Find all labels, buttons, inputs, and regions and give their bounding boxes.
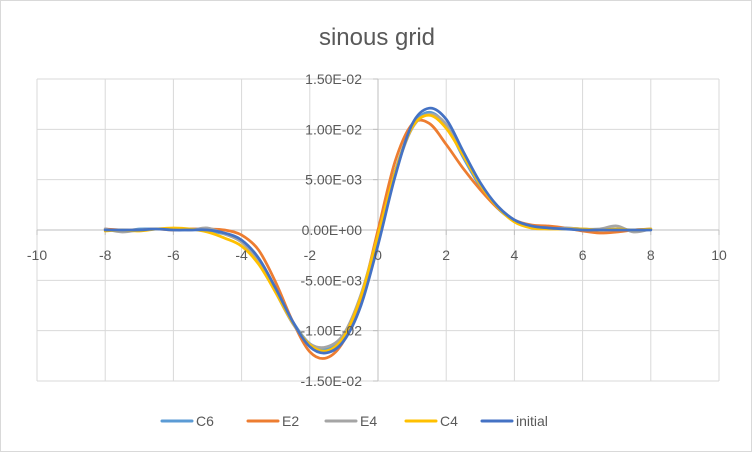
legend-label-initial: initial [516, 413, 548, 429]
legend: C6 E2 E4 C4 initial [160, 413, 548, 429]
x-tick-label: -4 [235, 247, 248, 263]
y-tick-label: 0.00E+00 [302, 222, 363, 238]
x-tick-label: 2 [442, 247, 450, 263]
x-tick-label: -6 [167, 247, 180, 263]
y-tick-label: 1.50E-02 [305, 71, 362, 87]
y-tick-label: -1.00E-02 [301, 323, 363, 339]
y-tick-label: 5.00E-03 [305, 172, 362, 188]
legend-item-c4: C4 [404, 413, 458, 429]
tick-labels: -10 -8 -6 -4 -2 0 2 4 6 8 10 1.50E-02 1.00E-02 5.00E-… [27, 71, 727, 389]
series-line-initial [103, 106, 653, 355]
legend-item-e2: E2 [246, 413, 299, 429]
legend-label-c6: C6 [196, 413, 214, 429]
x-tick-label: -2 [304, 247, 317, 263]
legend-label-e2: E2 [282, 413, 299, 429]
legend-item-e4: E4 [324, 413, 377, 429]
series-lines [103, 106, 653, 360]
x-tick-label: 8 [647, 247, 655, 263]
legend-label-c4: C4 [440, 413, 458, 429]
x-tick-label: -10 [27, 247, 47, 263]
x-tick-label: 4 [511, 247, 519, 263]
y-tick-label: -1.50E-02 [301, 373, 363, 389]
y-tick-label: -5.00E-03 [301, 272, 363, 288]
legend-item-c6: C6 [160, 413, 214, 429]
legend-label-e4: E4 [360, 413, 377, 429]
x-tick-label: 10 [711, 247, 727, 263]
legend-item-initial: initial [480, 413, 548, 429]
x-tick-label: -8 [99, 247, 112, 263]
x-tick-label: 0 [374, 247, 382, 263]
chart-title: sinous grid [319, 24, 435, 51]
x-tick-label: 6 [579, 247, 587, 263]
y-tick-label: 1.00E-02 [305, 121, 362, 137]
